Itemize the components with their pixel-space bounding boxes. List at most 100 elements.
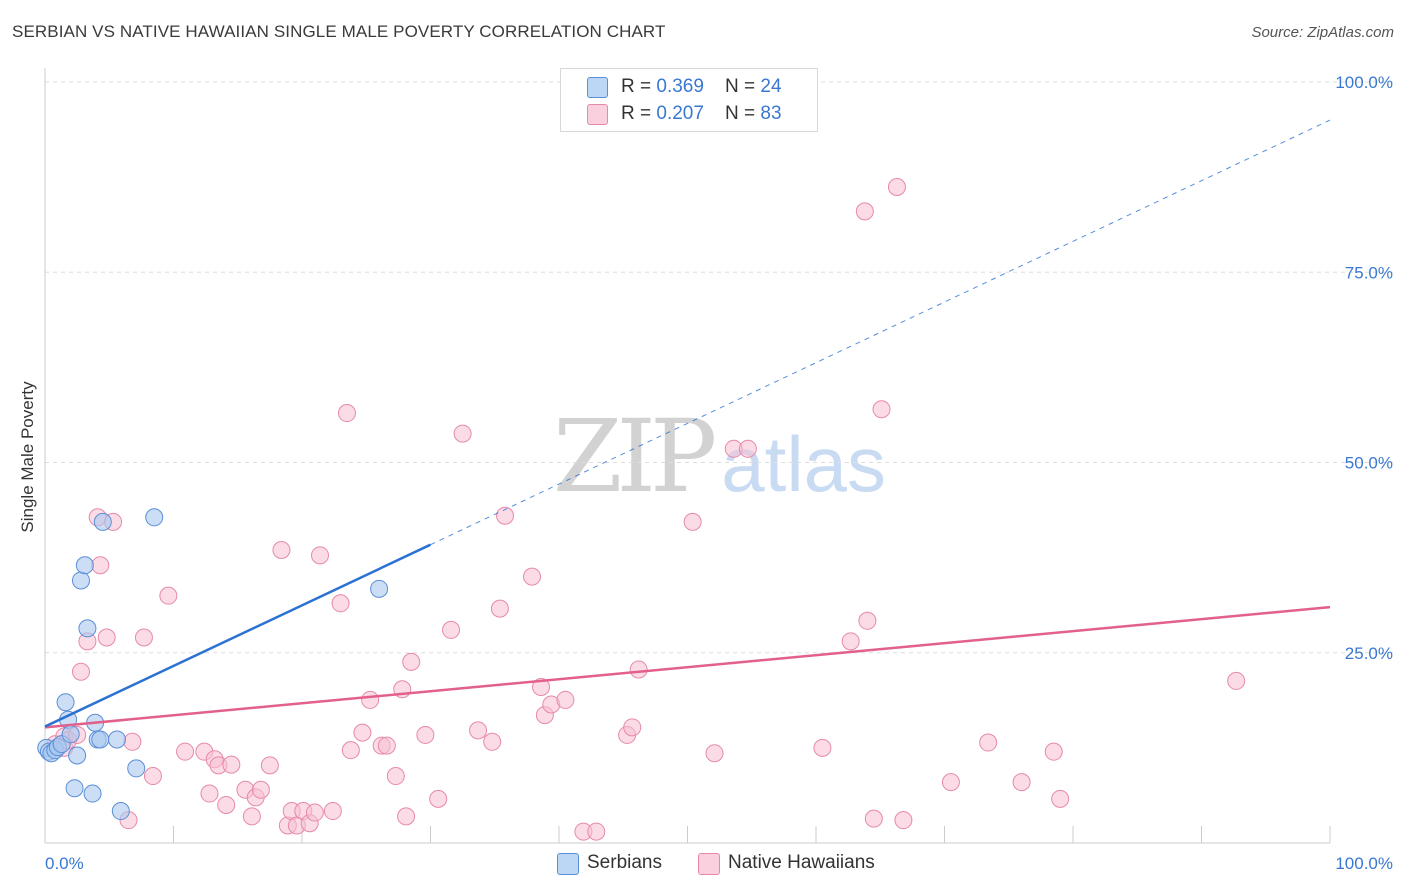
legend-r-label: R =: [621, 103, 657, 124]
hawaiian-point: [323, 802, 342, 821]
y-tick-label: 50.0%: [1345, 454, 1393, 473]
x-tick-label-min: 0.0%: [45, 854, 84, 873]
legend-n-value: 24: [760, 76, 782, 97]
hawaiian-point: [858, 611, 877, 630]
hawaiian-point: [71, 662, 90, 681]
legend-text-hawaiians: R = 0.207 N = 83: [621, 103, 782, 125]
hawaiian-point: [377, 736, 396, 755]
hawaiian-point: [217, 795, 236, 814]
serbian-trendline: [44, 543, 432, 728]
hawaiian-point: [872, 400, 891, 419]
hawaiian-point: [305, 803, 324, 822]
hawaiian-point: [738, 439, 757, 458]
serbian-point: [78, 619, 97, 638]
hawaiian-point: [341, 741, 360, 760]
hawaiian-point: [361, 690, 380, 709]
legend-n-label: N =: [725, 103, 761, 124]
hawaiian-point: [123, 732, 142, 751]
serbian-point: [91, 730, 110, 749]
serbian-point: [83, 784, 102, 803]
serbian-point: [65, 779, 84, 798]
hawaiian-point: [97, 628, 116, 647]
serbian-trendline-extension: [430, 119, 1331, 546]
legend-swatch-serbians: [587, 77, 608, 98]
hawaiian-point: [483, 732, 502, 751]
hawaiian-point: [523, 567, 542, 586]
watermark-zip: ZIP: [553, 398, 717, 515]
hawaiian-point: [979, 733, 998, 752]
hawaiian-point: [469, 721, 488, 740]
hawaiian-point: [813, 738, 832, 757]
y-tick-label: 75.0%: [1345, 263, 1393, 282]
serbian-point: [68, 746, 87, 765]
bottom-legend-label-hawaiians: Native Hawaiians: [728, 852, 875, 873]
chart-title: SERBIAN VS NATIVE HAWAIIAN SINGLE MALE P…: [12, 22, 666, 41]
hawaiian-point: [864, 809, 883, 828]
hawaiian-point: [453, 424, 472, 443]
hawaiian-point: [429, 789, 448, 808]
serbian-point: [370, 579, 389, 598]
hawaiian-point: [251, 780, 270, 799]
hawaiian-point: [200, 784, 219, 803]
serbian-point: [93, 512, 112, 531]
bottom-legend-swatch-serbians: [557, 853, 579, 875]
hawaiian-point: [337, 404, 356, 423]
serbian-point: [111, 802, 130, 821]
hawaiian-point: [1012, 773, 1031, 792]
hawaiian-point: [272, 541, 291, 560]
hawaiian-point: [159, 586, 178, 605]
watermark-atlas: atlas: [721, 420, 887, 508]
hawaiian-point: [331, 594, 350, 613]
hawaiian-point: [91, 556, 110, 575]
hawaiian-point: [143, 767, 162, 786]
hawaiian-point: [222, 755, 241, 774]
serbian-point: [75, 556, 94, 575]
hawaiian-point: [442, 620, 461, 639]
hawaiian-point: [841, 632, 860, 651]
hawaiian-point: [623, 718, 642, 737]
hawaiian-point: [242, 807, 261, 826]
source-label: Source: ZipAtlas.com: [1251, 24, 1394, 41]
serbian-point: [71, 571, 90, 590]
hawaiian-point: [532, 677, 551, 696]
serbian-point: [145, 508, 164, 527]
hawaiian-point: [705, 744, 724, 763]
hawaiian-point: [587, 822, 606, 841]
x-tick-label-max: 100.0%: [1335, 854, 1393, 873]
hawaiian-point: [416, 725, 435, 744]
legend-text-serbians: R = 0.369 N = 24: [621, 76, 782, 98]
hawaiian-point: [496, 506, 515, 525]
hawaiian-point: [1227, 671, 1246, 690]
y-tick-label: 25.0%: [1345, 644, 1393, 663]
hawaiian-point: [397, 807, 416, 826]
hawaiian-point: [402, 652, 421, 671]
bottom-legend-label-serbians: Serbians: [587, 852, 662, 873]
hawaiian-point: [855, 202, 874, 221]
hawaiian-point: [941, 773, 960, 792]
hawaiian-point: [310, 546, 329, 565]
hawaiian-point: [353, 723, 372, 742]
hawaiian-point: [887, 178, 906, 197]
legend-r-label: R =: [621, 76, 657, 97]
hawaiian-point: [386, 767, 405, 786]
serbian-point: [56, 693, 75, 712]
hawaiian-point: [556, 690, 575, 709]
hawaiian-point: [629, 660, 648, 679]
hawaiian-point: [260, 756, 279, 775]
legend-swatch-hawaiians: [587, 104, 608, 125]
legend-r-value: 0.369: [656, 76, 704, 97]
serbian-point: [107, 730, 126, 749]
correlation-legend: R = 0.369 N = 24 R = 0.207 N = 83: [560, 68, 818, 132]
serbian-point: [127, 759, 146, 778]
hawaiian-point: [1051, 789, 1070, 808]
hawaiian-point: [490, 599, 509, 618]
legend-n-value: 83: [760, 103, 782, 124]
hawaiian-point: [134, 628, 153, 647]
y-tick-label: 100.0%: [1335, 73, 1393, 92]
hawaiian-point: [1044, 742, 1063, 761]
legend-n-label: N =: [725, 76, 761, 97]
serbian-point: [61, 725, 80, 744]
legend-r-value: 0.207: [656, 103, 704, 124]
hawaiian-point: [894, 811, 913, 830]
